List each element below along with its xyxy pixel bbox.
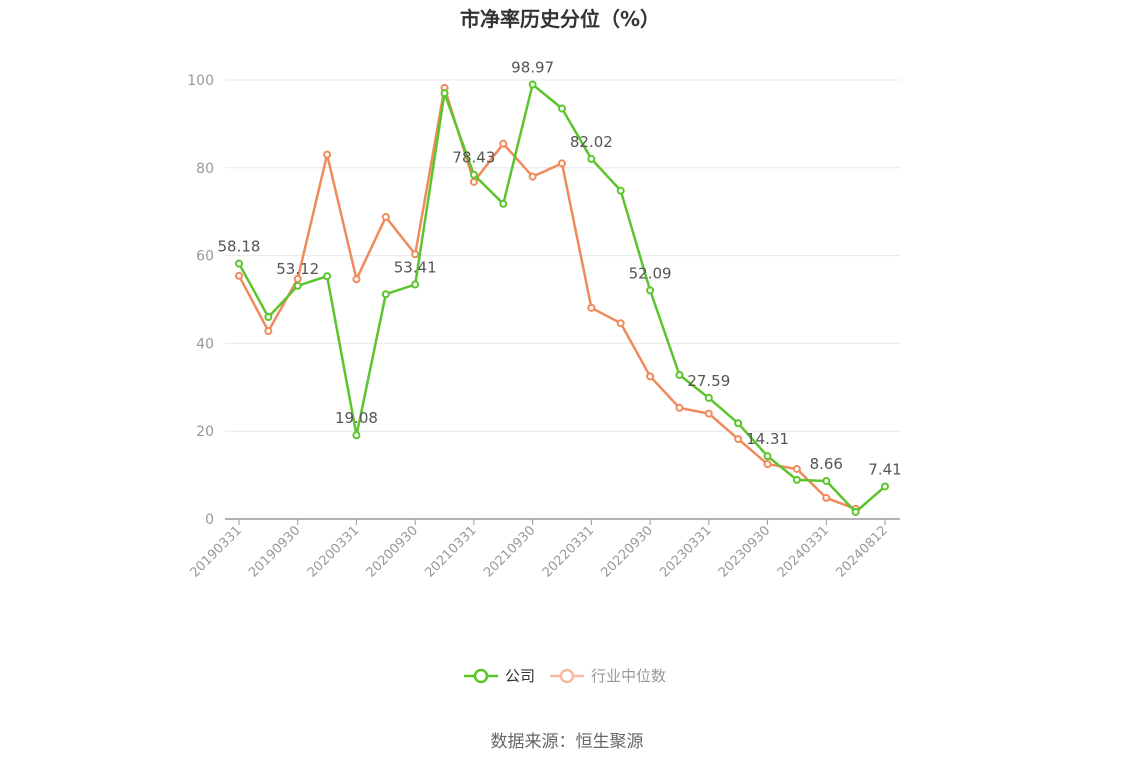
legend-item[interactable]: 公司 bbox=[464, 667, 535, 685]
x-tick-label: 20220930 bbox=[599, 523, 656, 580]
series-point bbox=[440, 89, 449, 98]
series-point bbox=[822, 476, 831, 485]
series-point bbox=[469, 170, 478, 179]
series-point bbox=[763, 452, 772, 461]
data-label: 7.41 bbox=[868, 460, 901, 478]
data-label: 82.02 bbox=[570, 133, 613, 151]
series-point bbox=[323, 272, 332, 281]
source-note: 数据来源：恒生聚源 bbox=[491, 732, 644, 752]
series-point bbox=[704, 409, 713, 418]
series-point bbox=[381, 290, 390, 299]
x-tick-label: 20240331 bbox=[775, 523, 832, 580]
data-label: 98.97 bbox=[511, 59, 554, 77]
series-point bbox=[792, 464, 801, 473]
series-point bbox=[646, 286, 655, 295]
series-line bbox=[237, 86, 857, 511]
series-point bbox=[792, 475, 801, 484]
series-point bbox=[734, 435, 743, 444]
x-tick-label: 20210930 bbox=[481, 523, 538, 580]
data-label: 8.66 bbox=[810, 455, 843, 473]
series-point bbox=[851, 507, 860, 516]
y-tick-label: 40 bbox=[196, 336, 214, 352]
axes: 0 20 40 60 80 100 20190331 20190930 20200331 2020… bbox=[187, 73, 900, 581]
series-point bbox=[499, 139, 508, 148]
x-tick-label: 20230331 bbox=[657, 523, 714, 580]
series-point bbox=[704, 393, 713, 402]
series-point bbox=[293, 281, 302, 290]
series-point bbox=[323, 150, 332, 159]
data-labels: 58.18 53.12 19.08 53.41 78.43 98.97 82.02 52.09… bbox=[218, 59, 902, 479]
series-point bbox=[558, 104, 566, 113]
x-tick-label: 20190331 bbox=[187, 523, 244, 580]
legend-marker bbox=[473, 668, 489, 684]
series-point bbox=[675, 371, 684, 380]
y-tick-label: 60 bbox=[196, 249, 214, 265]
x-tick-label: 20190930 bbox=[246, 523, 303, 580]
data-label: 27.59 bbox=[687, 372, 730, 390]
x-tick-label: 20200930 bbox=[364, 523, 421, 580]
series-point bbox=[528, 172, 537, 181]
y-tick-label: 100 bbox=[187, 73, 214, 89]
series-point bbox=[411, 250, 420, 259]
series-point bbox=[411, 280, 420, 289]
series-point bbox=[352, 275, 361, 284]
series-point bbox=[264, 313, 273, 322]
series-point bbox=[235, 271, 243, 280]
series-point bbox=[469, 177, 478, 186]
series-point bbox=[235, 259, 243, 268]
x-tick-label: 20200331 bbox=[305, 523, 362, 580]
data-label: 53.41 bbox=[394, 259, 437, 277]
series-point bbox=[822, 493, 831, 502]
series-point bbox=[264, 327, 273, 336]
legend-label: 公司 bbox=[505, 667, 535, 685]
legend-label: 行业中位数 bbox=[591, 667, 666, 685]
grid bbox=[225, 79, 900, 432]
data-label: 52.09 bbox=[629, 264, 672, 282]
data-label: 58.18 bbox=[218, 238, 261, 256]
y-tick-label: 20 bbox=[196, 424, 214, 440]
series-point bbox=[587, 154, 596, 163]
series-point bbox=[616, 319, 625, 328]
data-label: 14.31 bbox=[746, 430, 789, 448]
x-tick-label: 20240812 bbox=[833, 523, 890, 580]
x-tick-label: 20220331 bbox=[540, 523, 597, 580]
series-point bbox=[528, 80, 537, 89]
data-label: 19.08 bbox=[335, 409, 378, 427]
series-layer bbox=[235, 80, 889, 516]
series-point bbox=[763, 460, 772, 469]
series-point bbox=[881, 482, 889, 491]
legend-item[interactable]: 行业中位数 bbox=[550, 667, 666, 685]
series-point bbox=[381, 212, 390, 221]
y-tick-label: 0 bbox=[205, 512, 214, 528]
y-tick-label: 80 bbox=[196, 161, 214, 177]
series-point bbox=[587, 303, 596, 312]
legend: 公司 行业中位数 bbox=[464, 667, 666, 685]
series-point bbox=[558, 159, 566, 168]
series-point bbox=[646, 372, 655, 381]
data-label: 78.43 bbox=[452, 149, 495, 167]
series-point bbox=[734, 419, 743, 428]
legend-marker bbox=[559, 668, 575, 684]
data-label: 53.12 bbox=[276, 260, 319, 278]
series-point bbox=[499, 199, 508, 208]
series-point bbox=[616, 186, 625, 195]
x-tick-label: 20210331 bbox=[422, 523, 479, 580]
series-point bbox=[675, 403, 684, 412]
series-point bbox=[352, 431, 361, 440]
chart-title: 市净率历史分位（%） bbox=[460, 7, 660, 31]
x-tick-label: 20230930 bbox=[716, 523, 773, 580]
